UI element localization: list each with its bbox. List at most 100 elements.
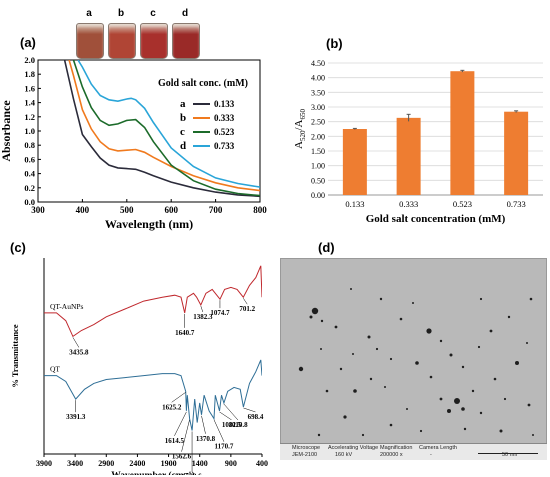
annotation-leader: [200, 305, 204, 313]
tem-scale-bar: [478, 453, 538, 454]
nanoparticle: [532, 434, 534, 436]
nanoparticle: [379, 297, 383, 301]
x-axis-label: Wavelength (nm): [105, 217, 193, 231]
series-line-a: [63, 60, 260, 198]
ftir-chart: 3900 3400 2900 2400 1900 1400 900 400 Wavenumber…: [10, 258, 268, 475]
legend-value-c: 0.523: [214, 127, 235, 137]
nanoparticle: [515, 361, 519, 365]
nanoparticle: [426, 328, 432, 334]
nanoparticle: [339, 367, 343, 371]
nanoparticle: [353, 389, 357, 393]
x-tick-label: 600: [164, 205, 178, 215]
x-tick-label: 400: [256, 459, 268, 468]
y-tick-label: 4.50: [311, 59, 325, 68]
tem-value-microscope: JEM-2100: [292, 452, 318, 458]
nanoparticle: [439, 339, 443, 343]
x-tick-label: 900: [225, 459, 237, 468]
x-tick-label: 800: [253, 205, 267, 215]
tem-field-microscope: Microscope: [292, 445, 321, 451]
nanoparticle: [529, 297, 533, 301]
series-label-QT: QT: [50, 365, 60, 374]
x-tick-label: 0.333: [399, 199, 418, 209]
nanoparticle: [419, 429, 423, 433]
series-line-d: [77, 60, 260, 188]
y-tick-label: 1.6: [24, 83, 35, 93]
annotation-leader: [181, 419, 190, 452]
x-axis-label: Gold salt concentration (mM): [366, 213, 506, 225]
peak-label: 1640.7: [175, 329, 195, 337]
y-tick-label: 0.50: [311, 176, 325, 185]
y-tick-label: 1.8: [24, 69, 35, 79]
annotation-leader: [223, 403, 239, 421]
nanoparticle: [298, 366, 304, 372]
panel-label-b: (b): [326, 36, 343, 51]
annotation-leader: [243, 298, 248, 305]
vial-label-c: c: [150, 8, 156, 19]
annotation-leader: [243, 407, 256, 413]
peak-label: 698.4: [248, 413, 264, 421]
panel-label-c: (c): [10, 240, 26, 255]
nanoparticle: [461, 365, 465, 369]
nanoparticle: [449, 353, 453, 357]
nanoparticle: [471, 389, 475, 393]
tem-value-voltage: 160 kV: [335, 452, 353, 458]
tem-image: [280, 258, 547, 460]
annotation-leader: [201, 415, 206, 434]
legend-key-a: a: [180, 98, 186, 110]
nanoparticle: [454, 398, 460, 404]
vial-d: [172, 23, 200, 59]
nanoparticle: [461, 407, 465, 411]
vial-label-a: a: [86, 8, 92, 19]
nanoparticle: [415, 361, 419, 365]
vial-b: [108, 23, 136, 59]
y-axis-label: Absorbance: [0, 100, 13, 162]
nanoparticle: [503, 397, 507, 401]
nanoparticle: [320, 319, 324, 323]
peak-label: 1562.6: [172, 453, 192, 461]
x-tick-label: 0.733: [507, 199, 526, 209]
peak-label: 701.2: [239, 305, 255, 313]
y-tick-label: 3.00: [311, 103, 325, 112]
series-line-QT-AuNPs: [44, 265, 262, 338]
nanoparticle: [527, 403, 531, 407]
nanoparticle: [429, 375, 433, 379]
annotation-leader: [219, 411, 232, 421]
nanoparticle: [320, 348, 322, 350]
vial-c: [140, 23, 168, 59]
tem-field-voltage: Accelerating Voltage: [328, 445, 379, 451]
annotation-leader: [72, 337, 80, 348]
x-tick-label: 300: [31, 205, 45, 215]
y-tick-label: 4.00: [311, 74, 325, 83]
peak-label: 1382.3: [193, 313, 213, 321]
peak-label: 1370.8: [196, 435, 216, 443]
nanoparticle: [499, 429, 503, 433]
ratio-bar-chart: 0.00 0.50 1.00 1.50 2.00 2.50 3.00 3.50 4.00 4.50…: [293, 59, 543, 225]
legend-value-a: 0.133: [214, 99, 235, 109]
nanoparticle: [412, 302, 414, 304]
nanoparticle: [325, 389, 329, 393]
y-tick-label: 1.50: [311, 147, 325, 156]
x-tick-label: 0.523: [453, 199, 472, 209]
y-tick-label: 0.6: [24, 154, 35, 164]
y-tick-label: 2.0: [24, 55, 35, 65]
peak-label: 1522.6: [182, 472, 202, 475]
nanoparticle: [369, 377, 373, 381]
peak-label: 1625.2: [162, 403, 182, 411]
y-tick-label: 0.2: [24, 183, 35, 193]
nanoparticle: [507, 315, 511, 319]
y-tick-label: 0.0: [24, 197, 35, 207]
nanoparticle: [399, 317, 403, 321]
tem-value-mag: 200000 x: [380, 452, 403, 458]
tem-info-bar: Microscope Accelerating Voltage Magnific…: [280, 443, 547, 460]
x-tick-label: 2900: [98, 459, 114, 468]
x-axis-label: Wavenumber (cm⁻¹): [111, 470, 194, 475]
uv-vis-chart: 300 400 500 600 700 800 0.0 0.2 0.4 0.6 0.8 1.0 1.2 1…: [0, 55, 267, 231]
x-tick-label: 3900: [36, 459, 52, 468]
y-tick-label: 0.00: [311, 191, 325, 200]
nanoparticle: [375, 347, 379, 351]
x-tick-label: 1400: [192, 459, 208, 468]
y-tick-label: 1.4: [24, 98, 35, 108]
tem-field-camera: Camera Length: [419, 445, 457, 451]
nanoparticle: [493, 377, 497, 381]
bar-0.733: [504, 111, 529, 195]
